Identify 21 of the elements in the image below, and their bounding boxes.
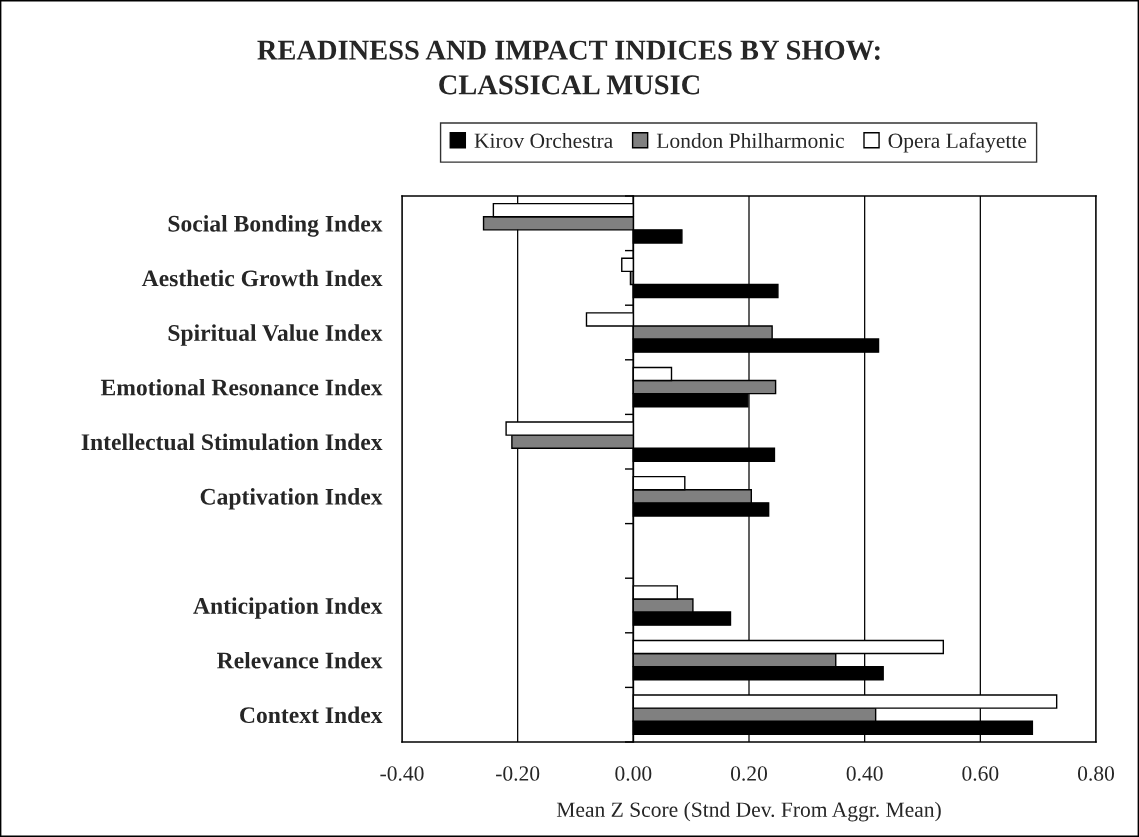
y-tick-label: Intellectual Stimulation Index [81,433,383,451]
y-tick-label: Spiritual Value Index [168,324,383,346]
x-tick-label: 0.40 [846,766,883,781]
y-tick-label: Captivation Index [200,488,383,510]
y-tick-label: Context Index [240,706,383,724]
y-tick-label: Relevance Index [217,651,383,669]
x-tick-label: 0.20 [730,766,768,781]
legend-label: Opera Lafayette [888,132,1027,153]
y-tick-label: Anticipation Index [193,597,383,619]
legend-label: Kirov Orchestra [474,132,613,149]
legend-label: London Philharmonic [656,132,844,149]
y-tick-label: Emotional Resonance Index [100,378,383,396]
x-tick-label: -0.20 [496,766,540,781]
x-tick-label: -0.40 [380,766,424,781]
chart-title: READINESS AND IMPACT INDICES BY SHOW: CLASSICAL MUSIC [257,40,880,95]
y-tick-label: Social Bonding Index [168,215,383,237]
x-tick-label: 0.00 [615,766,652,781]
x-tick-label: 0.80 [1077,766,1115,781]
x-tick-label: 0.60 [962,766,999,781]
y-tick-label: Aesthetic Growth Index [141,269,383,287]
x-axis-title: Mean Z Score (Stnd Dev. From Aggr. Mean) [556,801,941,822]
